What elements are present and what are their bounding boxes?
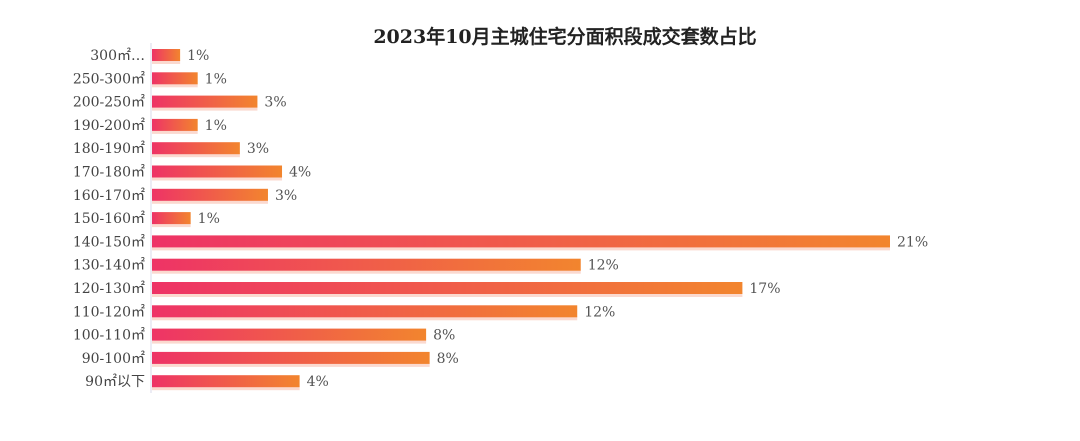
bar	[152, 118, 198, 131]
bar-shadow	[152, 129, 198, 134]
data-label: 4%	[307, 374, 329, 390]
category-label: 200-250㎡	[73, 95, 145, 111]
data-label: 3%	[275, 188, 297, 204]
data-label: 1%	[198, 211, 220, 227]
bar-shadow	[152, 362, 430, 367]
data-label: 1%	[205, 71, 227, 87]
bar-shadow	[152, 316, 578, 321]
bar	[152, 375, 300, 388]
category-label: 180-190㎡	[73, 141, 145, 157]
category-label: 120-130㎡	[73, 281, 145, 297]
bar	[152, 282, 743, 294]
data-label: 12%	[584, 304, 615, 320]
bar-shadow	[152, 106, 258, 111]
bar	[152, 351, 430, 364]
category-label: 150-160㎡	[73, 211, 145, 227]
data-label: 12%	[588, 258, 619, 274]
category-label: 300㎡…	[90, 48, 145, 64]
data-label: 1%	[205, 118, 227, 134]
bar	[152, 142, 240, 155]
data-label: 8%	[437, 351, 459, 367]
bar-shadow	[152, 293, 743, 297]
data-label: 3%	[247, 141, 269, 157]
bar	[152, 95, 258, 108]
data-label: 17%	[749, 281, 780, 297]
bar-shadow	[152, 60, 181, 64]
bar	[152, 235, 890, 248]
category-label: 190-200㎡	[73, 118, 145, 134]
category-label: 90㎡以下	[85, 374, 145, 390]
bar	[152, 49, 181, 61]
data-label: 4%	[289, 165, 311, 181]
bar-shadow	[152, 153, 240, 158]
bar-shadow	[152, 176, 283, 181]
chart-title: 2023年10月主城住宅分面积段成交套数占比	[373, 25, 756, 48]
bar-shadow	[152, 339, 427, 344]
bar-shadow	[152, 386, 300, 391]
category-label: 110-120㎡	[73, 304, 145, 320]
bar-shadow	[152, 269, 581, 274]
bar-shadow	[152, 246, 890, 251]
bar	[152, 305, 578, 318]
data-label: 1%	[187, 48, 209, 64]
category-label: 160-170㎡	[73, 188, 145, 204]
bar-shadow	[152, 199, 268, 204]
data-label: 8%	[433, 328, 455, 344]
category-label: 100-110㎡	[73, 328, 145, 344]
category-label: 250-300㎡	[73, 71, 145, 87]
category-label: 170-180㎡	[73, 165, 145, 181]
bar-shadow	[152, 223, 191, 228]
bar	[152, 188, 268, 201]
bar	[152, 212, 191, 225]
data-label: 3%	[264, 95, 286, 111]
data-label: 21%	[897, 234, 928, 250]
bar	[152, 72, 198, 85]
category-label: 130-140㎡	[73, 258, 145, 274]
category-label: 90-100㎡	[82, 351, 145, 367]
bar	[152, 258, 581, 271]
category-label: 140-150㎡	[73, 234, 145, 250]
bar-shadow	[152, 83, 198, 88]
bar	[152, 165, 283, 178]
bar	[152, 328, 427, 341]
